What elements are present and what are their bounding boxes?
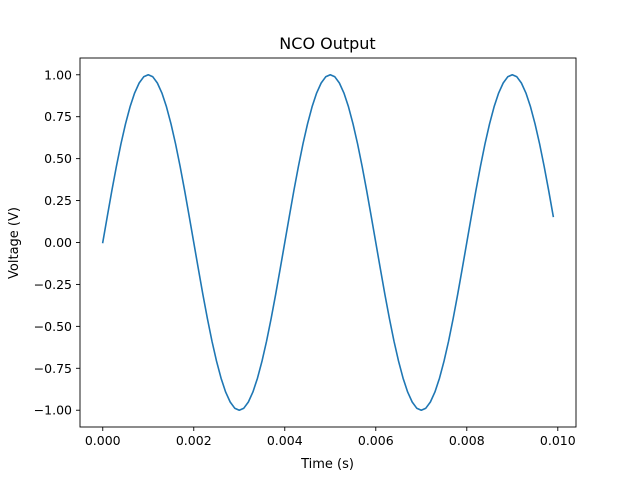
x-axis-label: Time (s) — [300, 457, 354, 472]
y-axis-label: Voltage (V) — [7, 207, 22, 279]
y-tick-label: −0.50 — [34, 319, 72, 334]
x-tick-label: 0.000 — [85, 433, 121, 448]
series-line-0 — [101, 73, 555, 412]
y-tick-label: 0.25 — [44, 193, 72, 208]
x-tick-label: 0.004 — [267, 433, 303, 448]
x-tick-label: 0.010 — [540, 433, 576, 448]
x-tick-label: 0.002 — [176, 433, 212, 448]
y-tick-label: −1.00 — [34, 403, 72, 418]
y-tick-label: 0.75 — [44, 109, 72, 124]
y-tick-label: −0.75 — [34, 361, 72, 376]
axes-frame — [79, 57, 577, 428]
x-tick-label: 0.008 — [449, 433, 485, 448]
chart-title: NCO Output — [279, 34, 375, 53]
y-tick-label: 0.00 — [44, 235, 72, 250]
plot-area: 0.000 0.002 0.004 0.006 0.008 0.010 −1.00 −0.75… — [34, 57, 577, 448]
y-tick-label: 1.00 — [44, 67, 72, 82]
y-tick-label: 0.50 — [44, 151, 72, 166]
y-tick-label: −0.25 — [34, 277, 72, 292]
x-tick-label: 0.006 — [358, 433, 394, 448]
